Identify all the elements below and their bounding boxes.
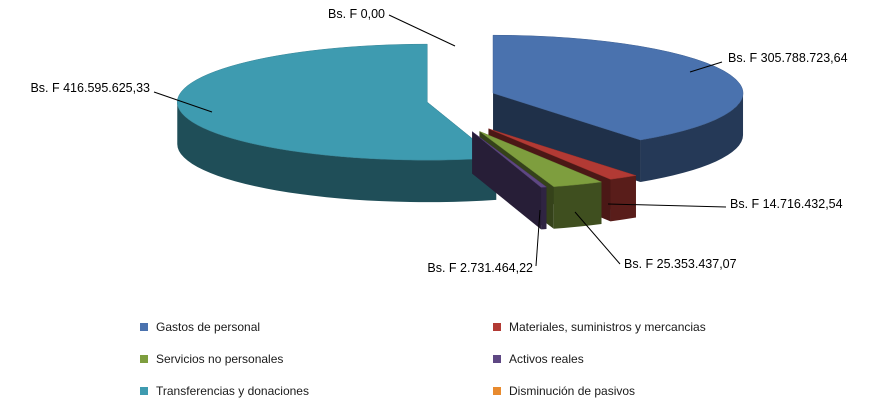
leader-line xyxy=(689,61,723,73)
data-label: Bs. F 416.595.625,33 xyxy=(30,81,150,95)
legend-item: Disminución de pasivos xyxy=(493,384,635,398)
data-label: Bs. F 2.731.464,22 xyxy=(427,261,533,275)
leader-line xyxy=(607,203,727,208)
legend-swatch xyxy=(140,355,148,363)
legend-label: Gastos de personal xyxy=(156,320,261,334)
data-label: Bs. F 25.353.437,07 xyxy=(624,257,737,271)
legend-item: Activos reales xyxy=(493,352,584,366)
legend-swatch xyxy=(493,323,501,331)
legend-swatch xyxy=(493,387,501,395)
pie-slice xyxy=(472,131,548,230)
legend-item: Materiales, suministros y mercancias xyxy=(493,320,706,334)
pie-chart: Bs. F 305.788.723,64 Bs. F 14.716.432,54 B… xyxy=(30,7,848,275)
legend-item: Gastos de personal xyxy=(140,320,260,334)
legend-label: Disminución de pasivos xyxy=(509,384,636,398)
leader-line xyxy=(574,211,621,265)
legend-swatch xyxy=(140,387,148,395)
legend-label: Materiales, suministros y mercancias xyxy=(509,320,706,334)
leader-line xyxy=(153,91,213,113)
legend-label: Servicios no personales xyxy=(156,352,284,366)
legend-item: Servicios no personales xyxy=(140,352,283,366)
leader-line xyxy=(388,14,456,47)
legend: Gastos de personal Materiales, suministro… xyxy=(0,312,872,404)
legend-label: Transferencias y donaciones xyxy=(156,384,309,398)
legend-swatch xyxy=(493,355,501,363)
data-label: Bs. F 14.716.432,54 xyxy=(730,197,843,211)
pie-slice xyxy=(492,34,744,183)
leader-line xyxy=(535,209,541,267)
data-label: Bs. F 0,00 xyxy=(328,7,385,21)
legend-swatch xyxy=(140,323,148,331)
legend-label: Activos reales xyxy=(509,352,584,366)
data-label: Bs. F 305.788.723,64 xyxy=(728,51,848,65)
pie-slice xyxy=(177,43,497,203)
legend-item: Transferencias y donaciones xyxy=(140,384,309,398)
